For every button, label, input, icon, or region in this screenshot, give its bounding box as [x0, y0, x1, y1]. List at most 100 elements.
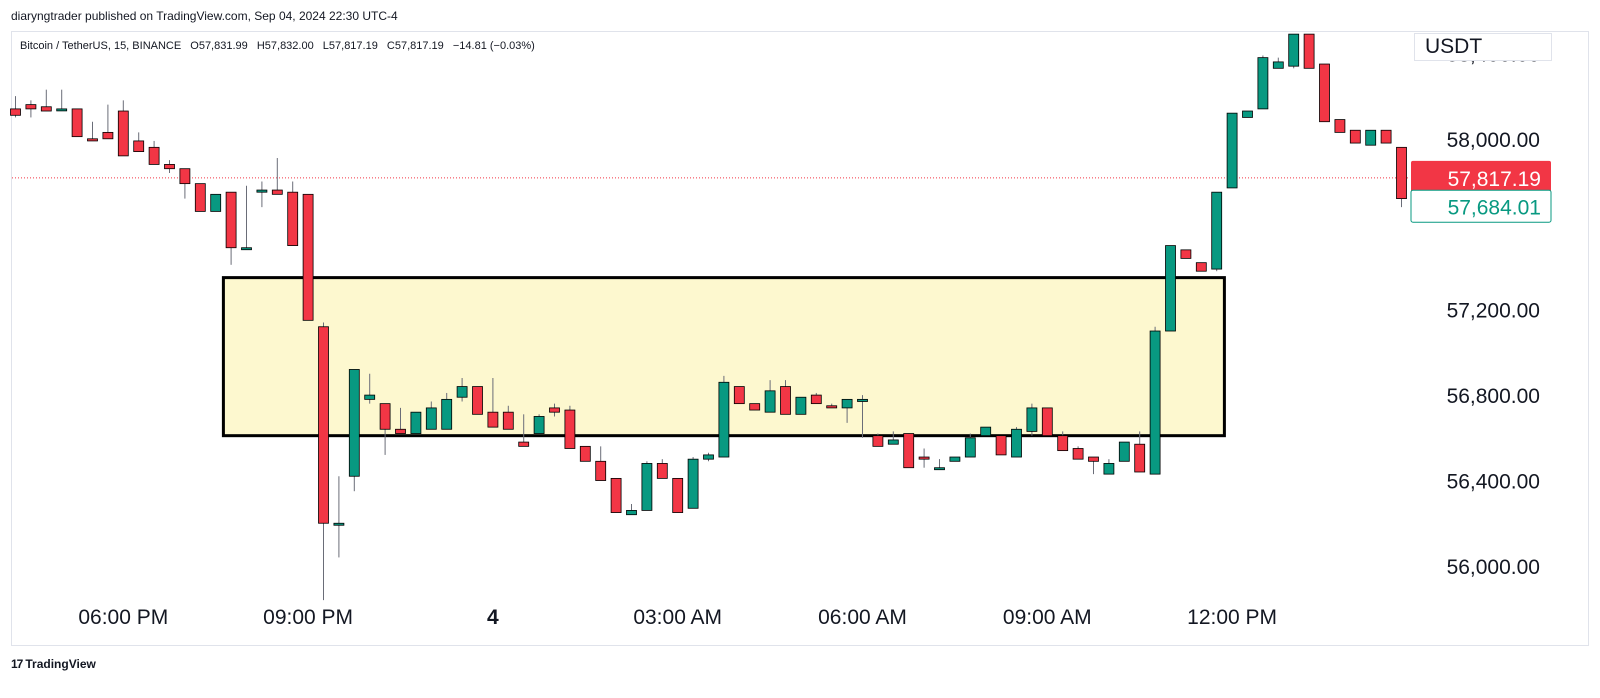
- candle[interactable]: [194, 183, 206, 212]
- candle[interactable]: [1303, 33, 1315, 69]
- candle[interactable]: [364, 373, 376, 404]
- candle[interactable]: [949, 456, 961, 462]
- candle[interactable]: [502, 405, 514, 430]
- candle[interactable]: [40, 89, 52, 112]
- candle[interactable]: [826, 403, 838, 409]
- candle[interactable]: [1103, 459, 1115, 475]
- candle[interactable]: [1057, 431, 1069, 452]
- candle[interactable]: [533, 414, 545, 434]
- candle[interactable]: [872, 433, 884, 447]
- candle[interactable]: [1334, 119, 1346, 133]
- candle[interactable]: [1041, 407, 1053, 437]
- candle[interactable]: [164, 160, 175, 173]
- candle[interactable]: [1195, 262, 1207, 272]
- candle[interactable]: [1272, 57, 1284, 69]
- candle[interactable]: [687, 457, 699, 509]
- candle[interactable]: [733, 386, 745, 405]
- candle[interactable]: [225, 191, 237, 265]
- candle[interactable]: [795, 396, 807, 415]
- candle[interactable]: [441, 392, 453, 430]
- candle[interactable]: [841, 398, 853, 423]
- candle[interactable]: [287, 181, 299, 246]
- candle[interactable]: [1380, 129, 1392, 144]
- candle[interactable]: [241, 185, 252, 251]
- candle[interactable]: [472, 386, 483, 415]
- candle[interactable]: [887, 431, 899, 445]
- candle[interactable]: [1365, 129, 1377, 146]
- candle[interactable]: [656, 459, 668, 479]
- candle[interactable]: [918, 448, 930, 468]
- candle[interactable]: [1118, 441, 1130, 462]
- candle[interactable]: [595, 446, 607, 481]
- candle[interactable]: [117, 100, 129, 157]
- candle[interactable]: [1165, 245, 1176, 332]
- candle[interactable]: [179, 168, 191, 199]
- candle[interactable]: [626, 504, 637, 516]
- candle[interactable]: [703, 452, 714, 462]
- candle-body-down: [1195, 262, 1207, 272]
- candle[interactable]: [857, 395, 868, 438]
- candle[interactable]: [148, 140, 160, 165]
- candle[interactable]: [1349, 129, 1361, 144]
- candle[interactable]: [210, 193, 222, 212]
- candle[interactable]: [102, 104, 114, 140]
- candle-body-up: [764, 390, 776, 413]
- candle[interactable]: [379, 403, 391, 455]
- candle[interactable]: [10, 96, 21, 118]
- candle[interactable]: [487, 378, 499, 428]
- candle[interactable]: [425, 401, 437, 430]
- candle[interactable]: [1011, 427, 1022, 458]
- candle[interactable]: [348, 369, 360, 492]
- candle-body-down: [225, 191, 237, 249]
- candle[interactable]: [133, 132, 145, 153]
- candle-body-down: [487, 411, 499, 428]
- candle[interactable]: [302, 193, 314, 321]
- candle[interactable]: [1149, 326, 1161, 475]
- candle[interactable]: [764, 380, 776, 413]
- candle[interactable]: [71, 108, 83, 138]
- candle[interactable]: [395, 407, 406, 434]
- candle[interactable]: [1211, 191, 1223, 272]
- candle[interactable]: [980, 426, 992, 437]
- candle[interactable]: [564, 405, 576, 449]
- candle[interactable]: [749, 403, 761, 411]
- candle[interactable]: [1088, 456, 1099, 475]
- candle[interactable]: [1226, 112, 1238, 189]
- candle[interactable]: [87, 121, 98, 142]
- candle[interactable]: [518, 414, 530, 447]
- currency-selector[interactable]: USDT: [1414, 33, 1552, 61]
- candle-body-up: [887, 439, 899, 445]
- candle[interactable]: [25, 100, 37, 118]
- candle[interactable]: [333, 476, 345, 558]
- candle[interactable]: [718, 375, 730, 458]
- candle[interactable]: [1396, 146, 1407, 208]
- candle[interactable]: [256, 181, 268, 208]
- candle[interactable]: [1288, 33, 1300, 69]
- candle[interactable]: [1072, 446, 1084, 460]
- candle[interactable]: [964, 433, 976, 458]
- candle[interactable]: [1257, 55, 1269, 110]
- candle[interactable]: [56, 89, 68, 112]
- candle[interactable]: [410, 411, 422, 434]
- candle-body-up: [241, 247, 252, 251]
- candle[interactable]: [1134, 431, 1146, 473]
- candle[interactable]: [271, 158, 283, 195]
- candle[interactable]: [641, 461, 653, 511]
- candle[interactable]: [903, 433, 915, 469]
- candle[interactable]: [780, 380, 791, 415]
- candle[interactable]: [318, 322, 329, 601]
- candle[interactable]: [810, 392, 822, 405]
- candle[interactable]: [995, 435, 1007, 456]
- candle[interactable]: [1180, 249, 1192, 259]
- candle[interactable]: [610, 477, 622, 513]
- candle[interactable]: [1242, 110, 1253, 118]
- candle[interactable]: [672, 477, 684, 513]
- candle[interactable]: [549, 403, 560, 417]
- candle[interactable]: [579, 445, 591, 462]
- candle[interactable]: [934, 459, 945, 471]
- candle[interactable]: [1026, 403, 1038, 436]
- candle[interactable]: [456, 378, 468, 402]
- candle[interactable]: [1319, 63, 1330, 123]
- candle-body-up: [687, 458, 699, 509]
